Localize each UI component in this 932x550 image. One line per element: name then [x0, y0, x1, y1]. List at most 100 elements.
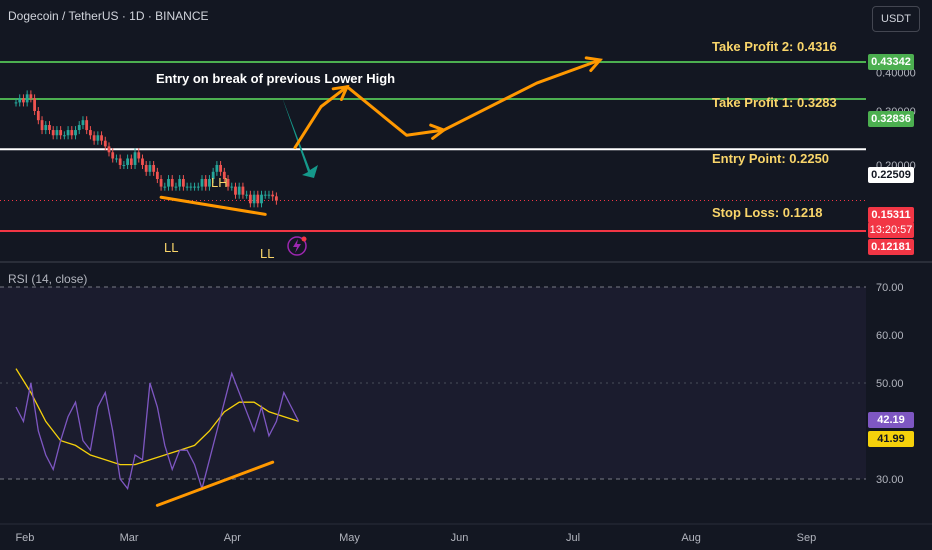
candle-body [107, 146, 111, 153]
ll-label-1: LL [164, 240, 179, 255]
projection-arrowhead [429, 123, 447, 140]
rsi-tick-label: 50.00 [876, 378, 904, 390]
entry-note: Entry on break of previous Lower High [156, 71, 396, 86]
candle-body [48, 125, 51, 131]
candle-body [66, 130, 70, 136]
candle-body [55, 130, 59, 136]
candle-body [85, 120, 89, 131]
candle-body [14, 102, 18, 104]
candle-body [256, 194, 260, 204]
candle-body [159, 179, 163, 187]
rsi-divergence-line [155, 460, 275, 507]
candle-body [208, 179, 211, 187]
candle-body [215, 164, 219, 172]
candle-body [40, 120, 44, 131]
entry-point-label: Entry Point: 0.2250 [712, 151, 830, 166]
symbol-title[interactable]: Dogecoin / TetherUS · 1D · BINANCE [8, 9, 209, 23]
time-tick-label: May [339, 532, 360, 544]
candle-body [22, 98, 25, 103]
candle-body [260, 194, 263, 204]
candle-body [137, 152, 141, 159]
time-tick-label: Sep [797, 532, 817, 544]
projection-path [293, 58, 602, 150]
candle-body [174, 186, 178, 188]
stop-loss-label: Stop Loss: 0.1218 [712, 205, 823, 220]
time-tick-label: Mar [120, 532, 139, 544]
currency-selector[interactable]: USDT [872, 6, 920, 32]
rsi-ma-line [15, 368, 299, 466]
candle-body [248, 194, 252, 204]
candle-body [100, 135, 103, 141]
candle-body [129, 158, 133, 165]
take-profit-1-label: Take Profit 1: 0.3283 [712, 95, 837, 110]
candle-body [29, 94, 33, 99]
candle-body [155, 171, 159, 180]
candle-body [126, 158, 129, 165]
candle-body [148, 164, 152, 172]
lightning-icon [293, 239, 301, 253]
candle-body [182, 179, 185, 187]
candle-body [230, 186, 234, 188]
candle-body [245, 194, 249, 196]
price-tick-label: 0.40000 [876, 68, 916, 80]
candle-body [263, 194, 267, 196]
candle-body [103, 140, 107, 147]
ll-trendline [159, 195, 267, 216]
candle-body [252, 194, 256, 204]
projection-arrowhead [331, 84, 350, 101]
candle-body [92, 135, 96, 141]
take-profit-2-label: Take Profit 2: 0.4316 [712, 39, 837, 54]
candle-body [133, 152, 137, 165]
candle-body [44, 125, 48, 131]
candle-body [185, 186, 189, 188]
rsi-tick-label: 30.00 [876, 474, 904, 486]
candle-body [89, 130, 92, 136]
rsi-ma-value-tag: 41.99 [868, 431, 914, 447]
candle-body [275, 196, 278, 201]
candle-body [115, 158, 118, 160]
time-tick-label: Jun [451, 532, 469, 544]
candle-body [222, 171, 226, 180]
candle-body [141, 158, 144, 165]
candle-body [122, 164, 126, 166]
teal-arrow [282, 97, 318, 178]
candle-body [234, 186, 237, 195]
rsi-tick-label: 60.00 [876, 330, 904, 342]
time-tick-label: Jul [566, 532, 580, 544]
candle-body [33, 98, 36, 111]
candle-body [167, 179, 170, 187]
time-tick-label: Apr [224, 532, 241, 544]
notification-dot [301, 236, 307, 242]
candle-body [170, 179, 174, 187]
tp1-price-tag: 0.32836 [868, 111, 914, 127]
candle-body [36, 110, 40, 121]
candle-body [81, 120, 85, 126]
stop-price-tag: 0.12181 [868, 239, 914, 255]
rsi-title[interactable]: RSI (14, close) [8, 272, 88, 286]
time-tick-label: Feb [15, 532, 34, 544]
last-price-tag: 0.15311 [868, 207, 914, 223]
candle-body [219, 164, 222, 172]
candle-body [111, 152, 115, 159]
rsi-tick-label: 70.00 [876, 282, 904, 294]
candle-body [189, 186, 193, 188]
time-tick-label: Aug [681, 532, 701, 544]
candle-body [18, 98, 22, 103]
candle-body [163, 186, 167, 188]
candle-body [62, 135, 66, 137]
candle-body [271, 194, 275, 197]
candle-body [51, 130, 55, 136]
flash-icon [287, 236, 307, 256]
countdown-tag: 13:20:57 [868, 222, 914, 238]
candle-body [204, 179, 208, 187]
ll-label-2: LL [260, 246, 275, 261]
candle-body [196, 186, 200, 188]
candle-body [25, 94, 29, 103]
candle-body [241, 186, 245, 195]
candle-body [96, 135, 100, 141]
candle-body [200, 179, 204, 187]
projection-arrowhead [584, 56, 603, 72]
candle-body [267, 194, 271, 196]
candle-body [77, 125, 81, 131]
